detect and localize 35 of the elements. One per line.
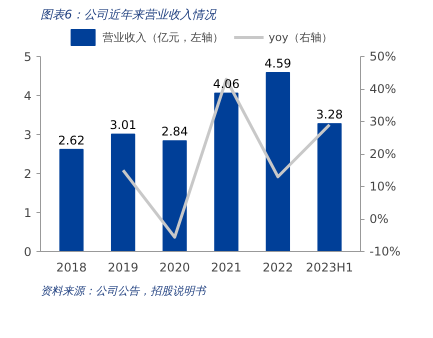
- text: 4.06: [212, 77, 240, 92]
- text: 4.59: [264, 56, 292, 70]
- text: 3.01: [110, 118, 136, 132]
- x-tick-label: 2023H1: [306, 260, 354, 274]
- text: 2.62: [58, 133, 85, 148]
- y2-tick-label: 40%: [370, 82, 396, 96]
- bar: [110, 134, 136, 252]
- x-tick-label: 2019: [108, 260, 138, 274]
- x-tick-label: 2020: [159, 260, 190, 274]
- y-tick-label: 5: [24, 50, 32, 64]
- y-tick-label: 1: [24, 206, 32, 220]
- bar: [214, 92, 238, 252]
- y2-tick-label: 50%: [370, 50, 396, 64]
- y-tick-label: 4: [24, 89, 32, 103]
- bar: [266, 72, 290, 252]
- bar: [59, 148, 84, 252]
- legend-label: yoy（右轴）: [268, 30, 332, 44]
- legend-label: 营业收入（亿元，左轴）: [102, 30, 224, 44]
- text: 3.28: [316, 108, 343, 122]
- y2-tick-label: 0%: [370, 212, 389, 226]
- bar: [317, 123, 342, 252]
- y2-tick-label: 30%: [370, 114, 396, 128]
- y2-tick-label: 10%: [370, 180, 396, 194]
- y2-tick-label: 20%: [370, 147, 396, 161]
- text: 2.84: [161, 124, 188, 139]
- y-tick-label: 0: [24, 245, 32, 259]
- x-tick-label: 2022: [262, 260, 294, 274]
- y2-tick-label: -10%: [370, 244, 401, 258]
- x-tick-label: 2021: [211, 260, 242, 274]
- y-tick-label: 2: [24, 167, 32, 181]
- y-tick-label: 3: [24, 128, 32, 142]
- bar: [162, 140, 187, 252]
- text: 资料来源：公司公告，招股说明书: [40, 284, 208, 298]
- x-tick-label: 2018: [56, 260, 87, 274]
- chart-title: 图表6：公司近年来营业收入情况: [40, 8, 218, 22]
